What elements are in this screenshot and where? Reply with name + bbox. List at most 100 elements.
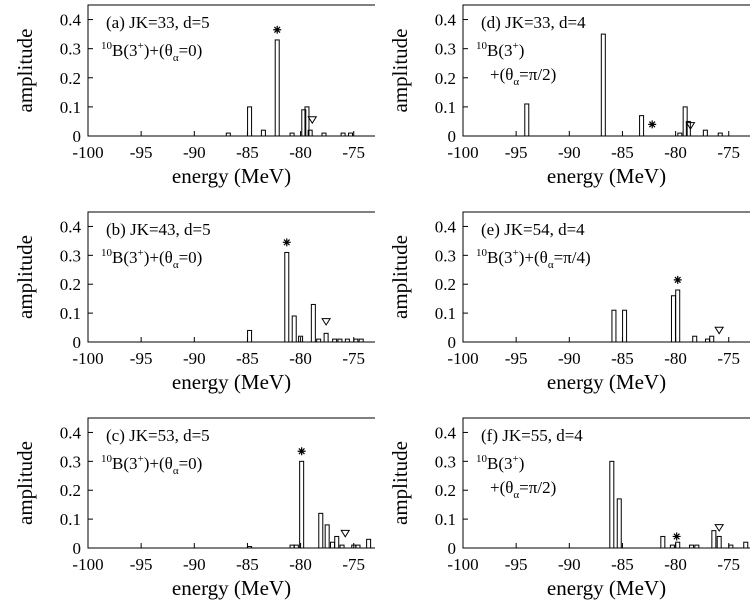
y-tick-label: 0.3 [60, 40, 81, 59]
formula-text: 10B(3+)+(θα=π/4) [476, 247, 591, 271]
bar [524, 103, 530, 137]
panel-label: (b) JK=43, d=5 [106, 220, 211, 239]
x-tick-label: -85 [611, 143, 634, 162]
y-axis-label: amplitude [13, 235, 37, 319]
bar [353, 338, 359, 343]
y-tick-label: 0.4 [435, 217, 457, 236]
y-tick-label: 0 [448, 333, 457, 352]
bar [675, 289, 681, 343]
axis-frame [462, 417, 750, 549]
panel-label: (e) JK=54, d=4 [481, 220, 585, 239]
y-tick-label: 0 [448, 127, 457, 146]
y-tick-label: 0.2 [435, 275, 456, 294]
y-tick-label: 0 [73, 333, 82, 352]
star-marker [273, 25, 282, 34]
chart-panel-5: 0 0.1 0.2 0.3 0.4 -100 -95 -90 -85 -80 -75 energy (… [13, 417, 375, 600]
bar [692, 335, 698, 343]
chart-panel-1: 0 0.1 0.2 0.3 0.4 -100 -95 -90 -85 -80 -75 energy (… [13, 4, 375, 188]
x-tick-label: -75 [717, 143, 740, 162]
y-axis-label: amplitude [13, 441, 37, 525]
bar [324, 524, 330, 549]
star-marker [648, 120, 657, 129]
bar [355, 544, 361, 549]
bar [694, 544, 700, 549]
bar [321, 132, 327, 137]
bar [689, 544, 695, 549]
x-axis-label: energy (MeV) [547, 576, 666, 600]
x-axis-label: energy (MeV) [547, 164, 666, 188]
y-tick-label: 0.2 [60, 275, 81, 294]
bar [247, 106, 253, 137]
x-tick-label: -95 [130, 555, 153, 574]
formula-text: 10B(3+)+(θα=0) [101, 247, 202, 271]
axis-frame [87, 417, 375, 549]
axis-frame [87, 211, 375, 343]
x-tick-label: -90 [183, 143, 206, 162]
bar [337, 338, 343, 343]
formula-text: 10B(3+) [476, 40, 524, 60]
bar [289, 132, 295, 137]
bar [669, 544, 675, 549]
y-tick-label: 0.1 [60, 510, 81, 529]
axis-frame [462, 211, 750, 343]
y-tick-label: 0.1 [60, 304, 81, 323]
x-tick-label: -90 [558, 143, 581, 162]
triangle-marker [307, 116, 318, 125]
bar [616, 498, 622, 549]
chart-panel-2: 0 0.1 0.2 0.3 0.4 -100 -95 -90 -85 -80 -75 energy (… [388, 4, 750, 188]
bar [348, 132, 354, 137]
formula-text-line2: +(θα=π/2) [490, 478, 556, 501]
x-axis-label: energy (MeV) [172, 576, 291, 600]
x-axis-label: energy (MeV) [172, 164, 291, 188]
y-tick-label: 0.2 [435, 69, 456, 88]
bar [366, 538, 372, 549]
bar [717, 132, 723, 137]
x-tick-label: -85 [236, 143, 259, 162]
x-tick-label: -85 [236, 349, 259, 368]
bar [743, 541, 749, 549]
bar [675, 541, 681, 549]
bar [660, 535, 666, 549]
formula-text-line2: +(θα=π/2) [490, 65, 556, 88]
y-tick-label: 0.1 [435, 304, 456, 323]
bar [339, 544, 345, 549]
x-tick-label: -90 [183, 555, 206, 574]
x-tick-label: -100 [72, 349, 103, 368]
x-tick-label: -80 [289, 349, 312, 368]
x-tick-label: -80 [289, 555, 312, 574]
x-tick-label: -95 [505, 555, 528, 574]
x-tick-label: -100 [72, 143, 103, 162]
y-tick-label: 0.1 [60, 98, 81, 117]
bar [600, 33, 606, 137]
y-tick-label: 0.3 [60, 452, 81, 471]
triangle-marker [340, 529, 351, 538]
y-axis-label: amplitude [388, 235, 412, 319]
bar [316, 338, 322, 343]
bar [709, 335, 715, 343]
chart-panel-6: 0 0.1 0.2 0.3 0.4 -100 -95 -90 -85 -80 -75 energy (… [388, 417, 750, 600]
y-tick-label: 0.3 [435, 452, 456, 471]
chart-panel-4: 0 0.1 0.2 0.3 0.4 -100 -95 -90 -85 -80 -75 energy (… [388, 211, 750, 394]
chart-panel-3: 0 0.1 0.2 0.3 0.4 -100 -95 -90 -85 -80 -75 energy (… [13, 211, 375, 394]
bar [298, 335, 304, 343]
axis-frame [87, 4, 375, 137]
bar [323, 332, 329, 343]
x-tick-label: -90 [183, 349, 206, 368]
bar [260, 129, 266, 137]
axis-frame [462, 4, 750, 137]
formula-text: 10B(3+)+(θα=0) [101, 453, 202, 477]
x-tick-label: -100 [447, 555, 478, 574]
bar [611, 309, 617, 343]
x-tick-label: -85 [236, 555, 259, 574]
bar [622, 309, 628, 343]
bar [344, 338, 350, 343]
x-tick-label: -80 [289, 143, 312, 162]
panel-label: (c) JK=53, d=5 [106, 426, 210, 445]
bar [293, 544, 299, 549]
x-tick-label: -95 [130, 143, 153, 162]
bar [609, 460, 615, 549]
x-axis-label: energy (MeV) [547, 370, 666, 394]
bar [639, 115, 645, 137]
bar [332, 338, 338, 343]
